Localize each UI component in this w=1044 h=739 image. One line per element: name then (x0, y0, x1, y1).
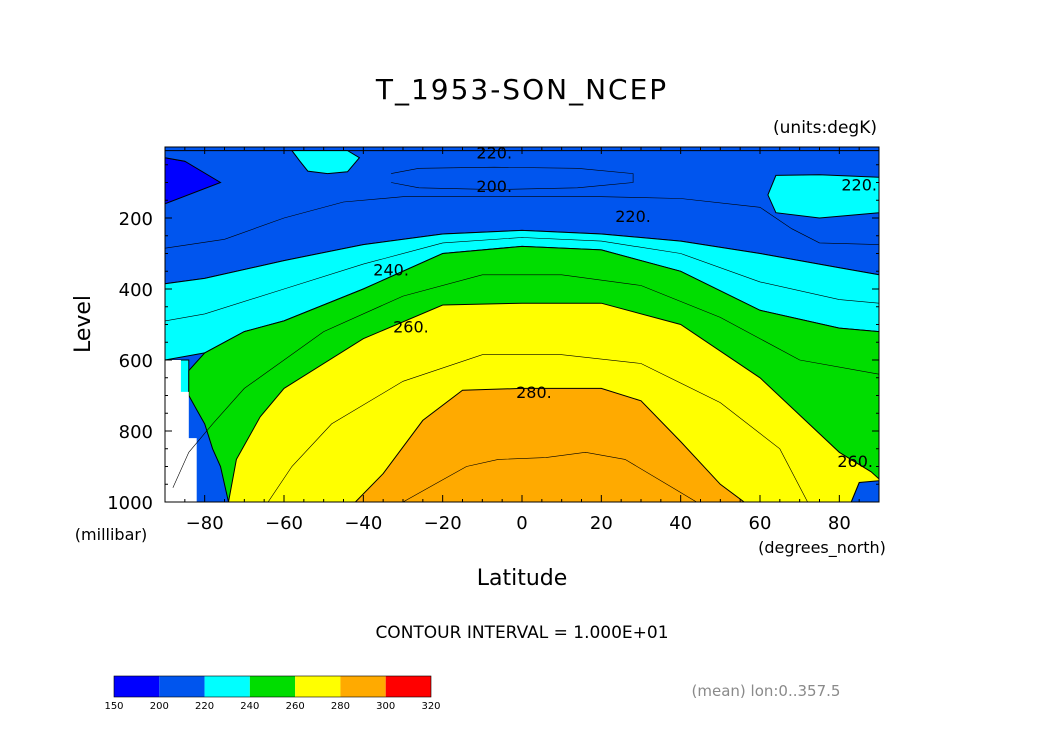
x-tick-label: 80 (828, 513, 851, 534)
colorbar-swatch (114, 676, 160, 697)
y-tick-label: 200 (119, 209, 153, 230)
y-tick-label: 600 (119, 351, 153, 372)
contour-band-220 (767, 174, 879, 219)
colorbar-swatch (295, 676, 341, 697)
colorbar-tick-label: 240 (240, 701, 259, 712)
contour-band-280 (354, 387, 745, 502)
filled-contour-regions (165, 150, 879, 502)
colorbar-tick-label: 280 (331, 701, 350, 712)
colorbar-swatch (249, 676, 296, 697)
colorbar-tick-label: 320 (421, 701, 440, 712)
x-tick-label: 20 (590, 513, 613, 534)
x-tick-label: 0 (516, 513, 527, 534)
contour-line (172, 274, 879, 488)
contour-line (267, 354, 808, 502)
x-tick-label: 60 (749, 513, 772, 534)
footnote: (mean) lon:0..357.5 (692, 682, 841, 700)
colorbar-frame (113, 675, 432, 698)
colorbar-swatch (340, 676, 386, 697)
x-tick-label: −60 (265, 513, 303, 534)
x-tick-label: −20 (424, 513, 462, 534)
colorbar-tick-label: 220 (195, 701, 214, 712)
contour-label: 200. (476, 177, 512, 196)
y-axis-units: (millibar) (75, 525, 147, 544)
colorbar-tick-label: 260 (286, 701, 305, 712)
y-axis-label: Level (71, 295, 96, 353)
colorbar-swatch (385, 676, 431, 697)
y-tick-label: 800 (119, 422, 153, 443)
colorbar-swatch (159, 676, 205, 697)
contour-line (165, 237, 879, 322)
colorbar-tick-label: 300 (376, 701, 395, 712)
colorbar-tick-label: 200 (150, 701, 169, 712)
colorbar: 150 200 220 240 260 280 300 320 (104, 675, 441, 712)
contour-label: 220. (476, 143, 512, 162)
x-axis: −80 −60 −40 −20 0 20 40 60 80 (164, 147, 880, 534)
contour-label: 260. (393, 317, 429, 336)
x-tick-label: −80 (186, 513, 224, 534)
units-label: (units:degK) (773, 118, 877, 138)
contour-line (165, 196, 879, 249)
x-axis-units: (degrees_north) (758, 538, 886, 558)
contour-line (402, 451, 697, 502)
contour-label: 280. (516, 383, 552, 402)
colorbar-tick-label: 150 (104, 701, 123, 712)
x-tick-label: −40 (344, 513, 382, 534)
y-tick-label: 400 (119, 280, 153, 301)
missing-data-region (165, 360, 197, 502)
x-axis-label: Latitude (477, 566, 568, 591)
x-tick-label: 40 (669, 513, 692, 534)
contour-lines (165, 166, 879, 502)
contour-label: 220. (615, 207, 651, 226)
contour-line (391, 166, 634, 190)
y-tick-label: 1000 (107, 493, 153, 514)
contour-interval-note: CONTOUR INTERVAL = 1.000E+01 (375, 623, 668, 643)
contour-label: 240. (373, 260, 409, 279)
y-axis: 200 400 600 800 1000 (107, 146, 879, 514)
contour-labels: 220. 200. 220. 220. 240. 260. 280. 260. (373, 143, 877, 471)
colorbar-swatch (204, 676, 250, 697)
plot-area: 220. 200. 220. 220. 240. 260. 280. 260. (165, 143, 879, 502)
contour-label: 260. (837, 452, 873, 471)
chart-title: T_1953-SON_NCEP (375, 73, 668, 106)
contour-label: 220. (841, 175, 877, 194)
contour-band-220 (290, 150, 361, 175)
